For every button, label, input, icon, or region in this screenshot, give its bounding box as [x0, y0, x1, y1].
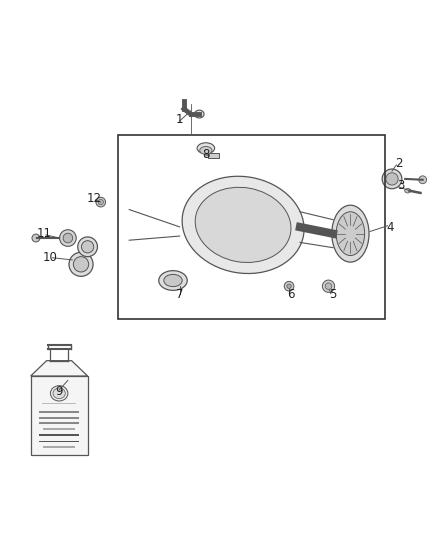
- Ellipse shape: [386, 173, 398, 185]
- Bar: [39, 441, 79, 442]
- Ellipse shape: [195, 187, 291, 262]
- Ellipse shape: [197, 143, 215, 154]
- Ellipse shape: [419, 176, 427, 184]
- Text: 7: 7: [176, 288, 184, 302]
- Ellipse shape: [53, 388, 65, 399]
- Text: 4: 4: [386, 221, 394, 233]
- Polygon shape: [31, 361, 88, 376]
- Text: 8: 8: [202, 148, 209, 161]
- Ellipse shape: [194, 110, 204, 118]
- Text: 11: 11: [36, 227, 51, 240]
- Ellipse shape: [69, 252, 93, 276]
- Ellipse shape: [332, 205, 369, 262]
- Bar: [31, 376, 88, 455]
- Bar: [39, 434, 79, 436]
- Ellipse shape: [287, 284, 291, 288]
- Ellipse shape: [322, 280, 335, 292]
- Bar: [39, 411, 79, 413]
- Text: 3: 3: [397, 179, 404, 192]
- Ellipse shape: [284, 281, 294, 291]
- Text: 12: 12: [87, 192, 102, 205]
- Ellipse shape: [96, 197, 106, 207]
- Ellipse shape: [98, 199, 103, 205]
- Text: 6: 6: [287, 288, 295, 302]
- Text: 5: 5: [329, 288, 336, 302]
- Ellipse shape: [164, 274, 182, 287]
- Ellipse shape: [336, 212, 364, 255]
- Bar: [39, 417, 79, 418]
- Text: 1: 1: [176, 114, 184, 126]
- Bar: [208, 152, 219, 158]
- Ellipse shape: [63, 233, 73, 243]
- Ellipse shape: [50, 386, 68, 401]
- Bar: [42, 403, 76, 405]
- Ellipse shape: [32, 234, 40, 242]
- Ellipse shape: [405, 189, 411, 193]
- Ellipse shape: [382, 169, 402, 189]
- Bar: [43, 446, 75, 448]
- Ellipse shape: [182, 176, 304, 273]
- Bar: [43, 428, 75, 430]
- Ellipse shape: [81, 241, 94, 253]
- Text: 9: 9: [55, 385, 63, 398]
- Text: 2: 2: [395, 157, 403, 170]
- Bar: [39, 423, 79, 424]
- Ellipse shape: [60, 230, 76, 246]
- Ellipse shape: [78, 237, 97, 257]
- Ellipse shape: [325, 283, 332, 289]
- Ellipse shape: [159, 271, 187, 290]
- Text: 10: 10: [43, 251, 58, 264]
- Ellipse shape: [73, 257, 88, 272]
- Bar: [118, 135, 385, 319]
- Ellipse shape: [200, 147, 212, 155]
